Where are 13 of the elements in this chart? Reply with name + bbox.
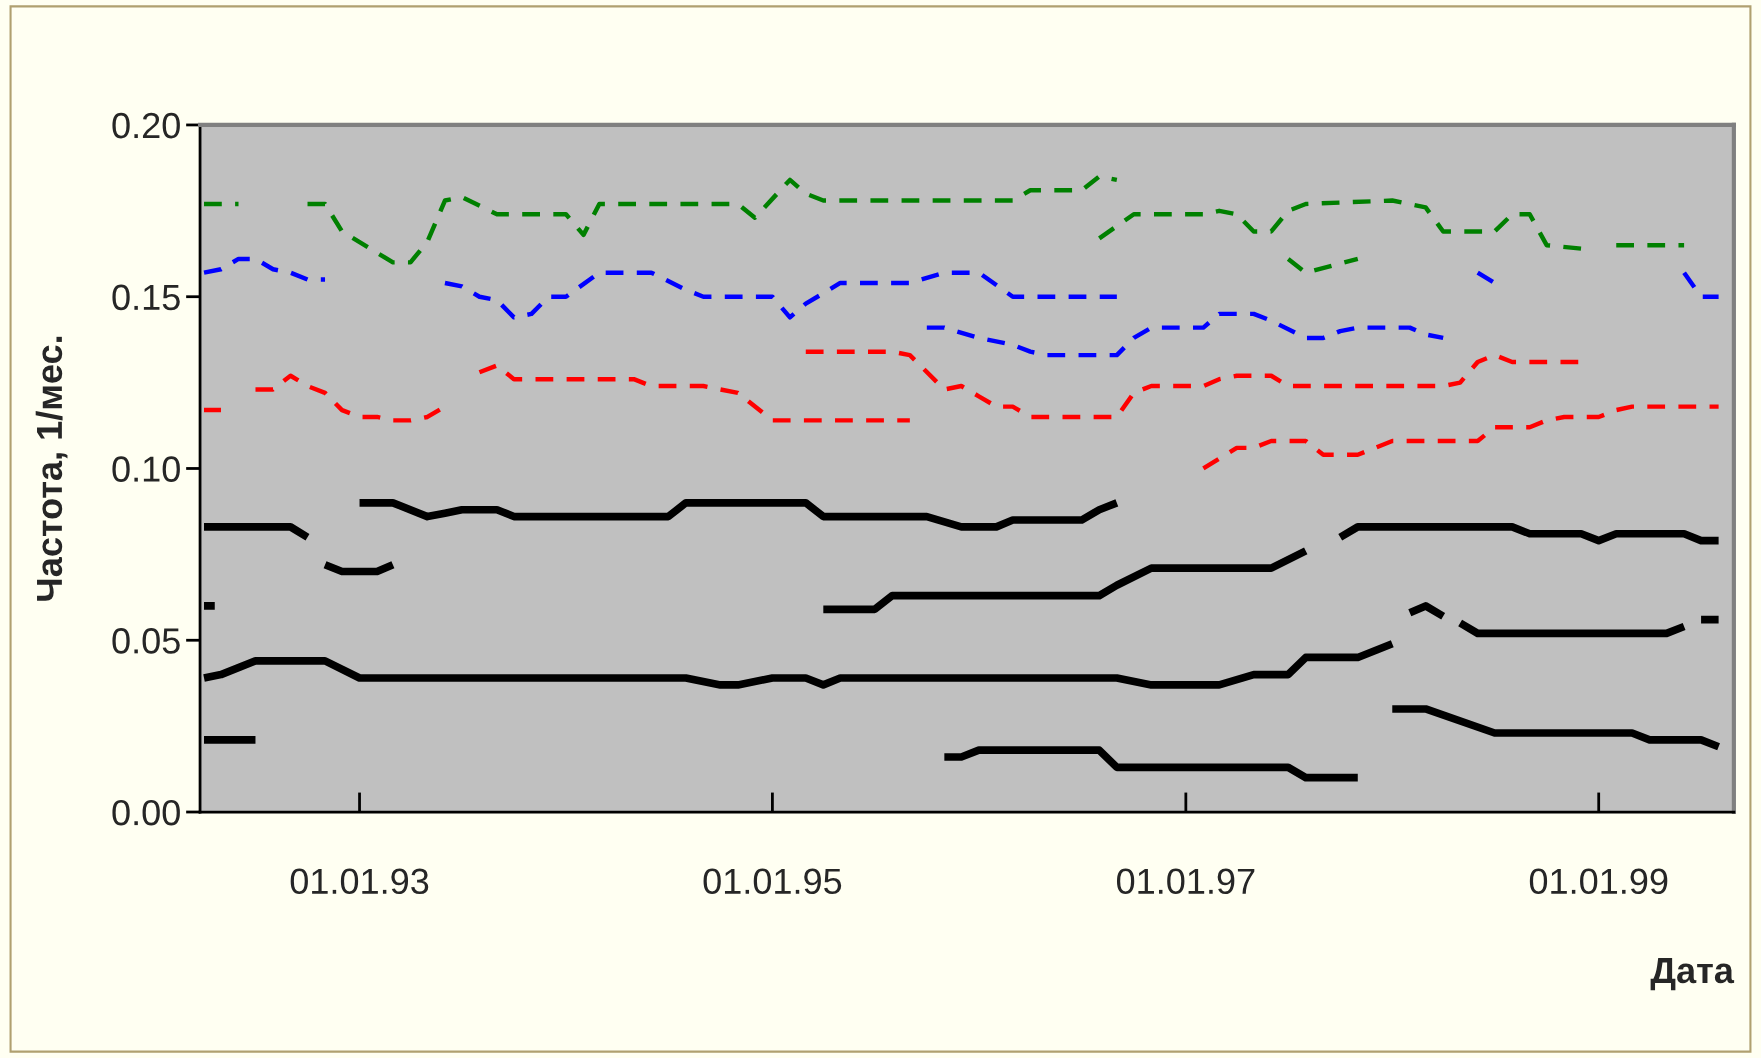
y-axis-title: Частота, 1/мес. (35, 336, 68, 601)
y-tick-label: 0.10 (112, 456, 180, 482)
y-tick-label: 0.05 (112, 628, 180, 654)
x-tick-label: 01.01.95 (703, 868, 842, 895)
x-axis-title: Дата (1650, 958, 1735, 991)
y-tick-label: 0.00 (112, 799, 180, 826)
x-tick-label: 01.01.97 (1116, 868, 1255, 895)
line-series (924, 311, 1446, 358)
line-series (1201, 404, 1721, 471)
y-tick-label: 0.20 (112, 112, 180, 139)
x-tick-label: 01.01.93 (290, 868, 429, 895)
x-tick-label: 01.01.99 (1529, 868, 1668, 895)
y-tick-label: 0.15 (112, 284, 180, 311)
